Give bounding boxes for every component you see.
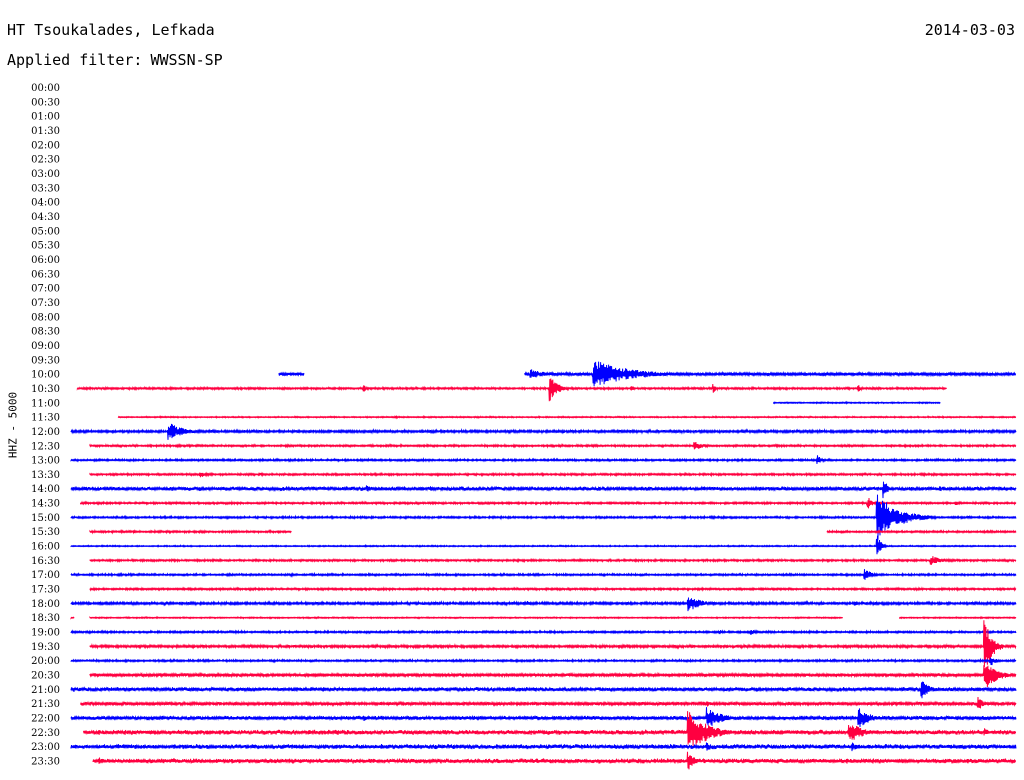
time-label: 13:30 [31, 470, 60, 481]
time-label: 15:00 [31, 513, 60, 524]
trace-1500 [70, 494, 1017, 540]
trace-segment [70, 597, 1017, 612]
time-label: 06:00 [31, 255, 60, 266]
trace-1900 [70, 629, 1017, 636]
time-label: 02:30 [31, 155, 60, 166]
time-label: 14:30 [31, 499, 60, 510]
trace-1230 [89, 441, 1017, 450]
trace-segment [70, 481, 1017, 499]
time-label: 11:00 [31, 398, 60, 409]
time-label: 10:00 [31, 370, 60, 381]
trace-1200 [70, 423, 1017, 440]
trace-1430 [80, 497, 1017, 509]
time-label: 00:00 [31, 83, 60, 94]
time-label: 03:00 [31, 169, 60, 180]
trace-2330 [92, 751, 1016, 770]
time-label: 23:30 [31, 757, 60, 768]
station-title: HT Tsoukalades, Lefkada [7, 21, 215, 39]
time-label: 15:30 [31, 527, 60, 538]
time-label: 13:00 [31, 456, 60, 467]
trace-segment [70, 657, 1017, 666]
trace-1530 [89, 528, 1017, 535]
time-label: 03:30 [31, 183, 60, 194]
time-label: 22:30 [31, 728, 60, 739]
time-label: 00:30 [31, 97, 60, 108]
time-label: 17:00 [31, 570, 60, 581]
time-label: 10:30 [31, 384, 60, 395]
trace-2030 [89, 665, 1017, 688]
time-label: 20:30 [31, 671, 60, 682]
time-label: 18:00 [31, 599, 60, 610]
trace-1330 [89, 471, 1017, 478]
time-label: 04:30 [31, 212, 60, 223]
time-label: 22:00 [31, 714, 60, 725]
trace-1100 [773, 400, 941, 405]
time-label: 07:00 [31, 284, 60, 295]
trace-2230 [83, 711, 1017, 746]
trace-1130 [117, 414, 1017, 420]
trace-segment [89, 665, 1017, 688]
time-label: 02:00 [31, 140, 60, 151]
time-label: 08:00 [31, 312, 60, 323]
time-label: 11:30 [31, 413, 60, 424]
filter-label: Applied filter: [7, 51, 143, 69]
trace-2000 [70, 657, 1017, 666]
trace-1700 [70, 569, 1017, 580]
time-label: 05:00 [31, 226, 60, 237]
trace-segment [70, 707, 1017, 728]
trace-1730 [89, 586, 1017, 593]
time-label: 04:00 [31, 198, 60, 209]
time-label: 16:00 [31, 542, 60, 553]
time-label: 20:00 [31, 656, 60, 667]
time-label: 19:30 [31, 642, 60, 653]
time-label: 21:00 [31, 685, 60, 696]
time-label: 17:30 [31, 585, 60, 596]
time-label: 21:30 [31, 699, 60, 710]
time-label: 05:30 [31, 241, 60, 252]
time-label: 09:00 [31, 341, 60, 352]
trace-2300 [70, 742, 1017, 752]
filter-line: Applied filter: WWSSN-SP [7, 51, 223, 69]
time-label: 12:30 [31, 441, 60, 452]
filter-value: WWSSN-SP [150, 51, 223, 69]
trace-2200 [70, 707, 1017, 728]
trace-segment [76, 378, 947, 402]
trace-1830 [70, 615, 1017, 620]
time-label: 14:00 [31, 484, 60, 495]
date-label: 2014-03-03 [924, 21, 1015, 39]
trace-1300 [70, 455, 1017, 464]
trace-1000 [278, 361, 1017, 387]
trace-1400 [70, 481, 1017, 499]
time-label: 18:30 [31, 613, 60, 624]
time-label: 12:00 [31, 427, 60, 438]
time-label: 01:30 [31, 126, 60, 137]
time-label: 01:00 [31, 112, 60, 123]
trace-1630 [89, 556, 1017, 565]
time-label: 23:00 [31, 742, 60, 753]
trace-2130 [80, 696, 1017, 709]
trace-segment [80, 696, 1017, 709]
trace-1930 [89, 620, 1017, 668]
time-label: 08:30 [31, 327, 60, 338]
trace-1800 [70, 597, 1017, 612]
time-label: 07:30 [31, 298, 60, 309]
time-label: 19:00 [31, 628, 60, 639]
time-label: 06:30 [31, 269, 60, 280]
time-label: 09:30 [31, 355, 60, 366]
trace-2100 [70, 681, 1017, 699]
trace-segment [70, 535, 1017, 555]
trace-1030 [76, 378, 947, 402]
time-label: 16:30 [31, 556, 60, 567]
trace-1600 [70, 535, 1017, 555]
